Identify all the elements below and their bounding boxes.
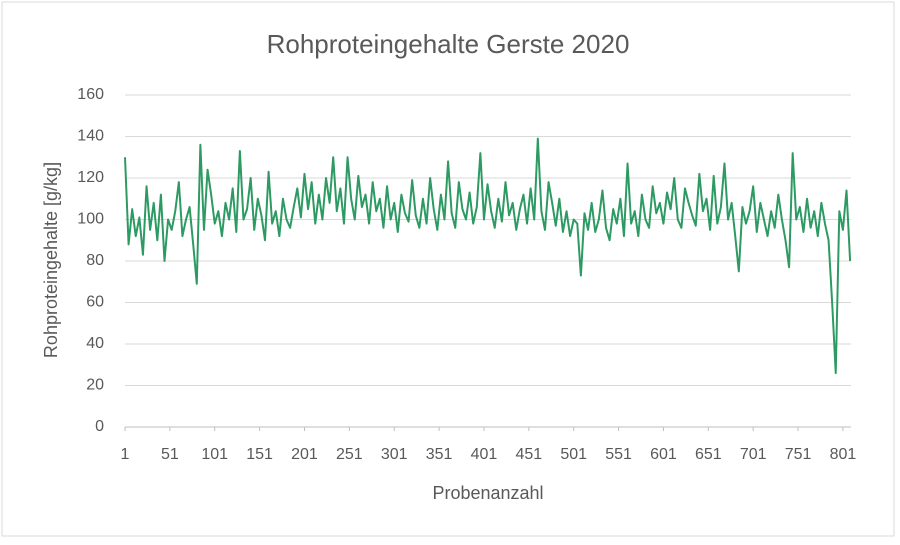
x-tick-label: 201: [291, 446, 318, 463]
y-tick-label: 160: [77, 86, 104, 103]
y-tick-label: 60: [86, 294, 104, 311]
y-tick-label: 140: [77, 128, 104, 145]
x-tick-label: 251: [336, 446, 363, 463]
y-tick-label: 120: [77, 169, 104, 186]
y-tick-label: 40: [86, 335, 104, 352]
x-tick-label: 101: [201, 446, 228, 463]
x-axis-label: Probenanzahl: [432, 483, 543, 503]
y-tick-label: 100: [77, 211, 104, 228]
x-tick-label: 551: [605, 446, 632, 463]
x-tick-label: 601: [650, 446, 677, 463]
x-tick-label: 301: [381, 446, 408, 463]
data-line: [124, 137, 852, 375]
x-tick-label: 701: [740, 446, 767, 463]
x-tick-label: 401: [471, 446, 498, 463]
y-tick-label: 0: [95, 418, 104, 435]
y-tick-label: 20: [86, 377, 104, 394]
x-tick-label: 801: [830, 446, 857, 463]
y-tick-label: 80: [86, 252, 104, 269]
x-tick-label: 501: [560, 446, 587, 463]
x-tick-label: 751: [785, 446, 812, 463]
chart-border: [1, 1, 895, 537]
x-tick-label: 51: [161, 446, 179, 463]
x-tick-label: 151: [246, 446, 273, 463]
chart-title: Rohproteingehalte Gerste 2020: [267, 29, 630, 59]
x-tick-label: 651: [695, 446, 722, 463]
x-tick-label: 351: [426, 446, 453, 463]
x-tick-label: 1: [121, 446, 130, 463]
y-axis-label: Rohproteingehalte [g/kg]: [41, 162, 61, 358]
x-tick-label: 451: [515, 446, 542, 463]
